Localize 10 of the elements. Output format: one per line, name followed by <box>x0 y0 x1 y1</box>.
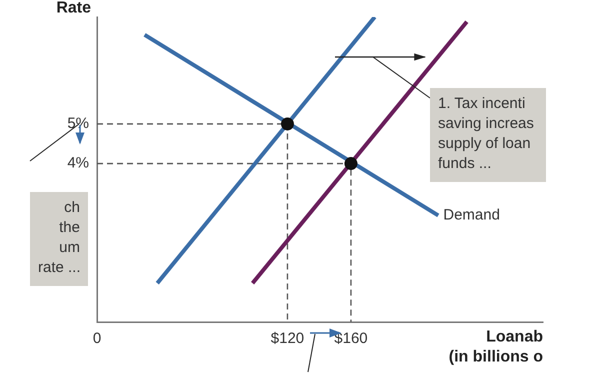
x-tick-label: 0 <box>92 330 102 348</box>
y-tick-label: 4% <box>67 154 89 172</box>
x-tick-label: $120 <box>270 330 304 348</box>
x-axis-title: Loanab (in billions o <box>448 328 544 366</box>
x-tick-label: $160 <box>334 330 368 348</box>
text: ch the um rate ... <box>30 192 88 286</box>
y-axis-title: Rate <box>56 0 92 16</box>
y-tick-label: 5% <box>67 115 89 132</box>
annotation: 1. Tax incenti saving increas supply of loan funds ... <box>430 88 546 182</box>
series-label: Demand <box>443 206 500 224</box>
